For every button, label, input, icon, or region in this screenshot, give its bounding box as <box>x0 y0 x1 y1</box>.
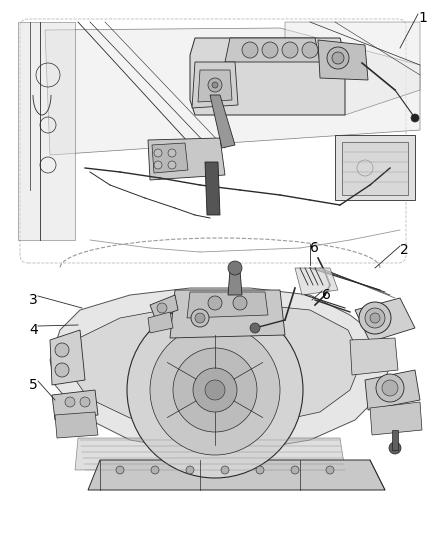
Polygon shape <box>88 460 385 490</box>
Circle shape <box>262 42 278 58</box>
Circle shape <box>65 397 75 407</box>
Circle shape <box>157 303 167 313</box>
Polygon shape <box>318 40 368 80</box>
Polygon shape <box>45 28 420 155</box>
Circle shape <box>382 380 398 396</box>
Polygon shape <box>342 142 408 195</box>
Polygon shape <box>187 292 268 318</box>
Circle shape <box>168 161 176 169</box>
Circle shape <box>359 302 391 334</box>
Text: 4: 4 <box>29 323 38 337</box>
Circle shape <box>389 442 401 454</box>
Polygon shape <box>192 62 238 108</box>
Circle shape <box>411 114 419 122</box>
Polygon shape <box>190 38 345 115</box>
Circle shape <box>80 397 90 407</box>
Polygon shape <box>370 402 422 435</box>
Circle shape <box>186 466 194 474</box>
Polygon shape <box>170 290 285 338</box>
Circle shape <box>228 261 242 275</box>
Circle shape <box>332 52 344 64</box>
Circle shape <box>154 161 162 169</box>
Text: 1: 1 <box>418 11 427 25</box>
Polygon shape <box>350 338 398 375</box>
Circle shape <box>116 466 124 474</box>
Circle shape <box>242 42 258 58</box>
Circle shape <box>365 308 385 328</box>
Circle shape <box>173 348 257 432</box>
Polygon shape <box>50 288 390 450</box>
Polygon shape <box>18 22 75 240</box>
Circle shape <box>326 466 334 474</box>
Polygon shape <box>210 95 235 148</box>
Circle shape <box>302 42 318 58</box>
Circle shape <box>154 149 162 157</box>
Text: 5: 5 <box>29 378 38 392</box>
Polygon shape <box>205 162 220 215</box>
Circle shape <box>291 466 299 474</box>
Circle shape <box>250 323 260 333</box>
Polygon shape <box>55 412 98 438</box>
Text: 6: 6 <box>322 288 331 302</box>
Polygon shape <box>355 298 415 342</box>
Polygon shape <box>152 143 188 173</box>
Circle shape <box>212 82 218 88</box>
Circle shape <box>55 363 69 377</box>
Polygon shape <box>148 312 173 333</box>
Polygon shape <box>392 430 398 450</box>
Circle shape <box>151 466 159 474</box>
Polygon shape <box>50 330 85 385</box>
Circle shape <box>191 309 209 327</box>
Circle shape <box>376 374 404 402</box>
Text: 3: 3 <box>29 293 38 307</box>
Polygon shape <box>198 70 232 102</box>
Circle shape <box>370 313 380 323</box>
Circle shape <box>150 325 280 455</box>
Circle shape <box>256 466 264 474</box>
Circle shape <box>233 296 247 310</box>
Polygon shape <box>335 135 415 200</box>
Text: 6: 6 <box>310 241 319 255</box>
Polygon shape <box>228 270 242 295</box>
Polygon shape <box>75 438 345 470</box>
Polygon shape <box>148 138 225 180</box>
Circle shape <box>205 380 225 400</box>
Circle shape <box>282 42 298 58</box>
Circle shape <box>55 343 69 357</box>
Text: 2: 2 <box>400 243 409 257</box>
Polygon shape <box>225 38 320 62</box>
Circle shape <box>327 47 349 69</box>
Polygon shape <box>70 304 362 426</box>
Polygon shape <box>365 370 420 410</box>
Circle shape <box>193 368 237 412</box>
Circle shape <box>208 296 222 310</box>
Circle shape <box>127 302 303 478</box>
Circle shape <box>208 78 222 92</box>
Circle shape <box>168 149 176 157</box>
Polygon shape <box>295 268 338 295</box>
Polygon shape <box>285 22 420 115</box>
Circle shape <box>195 313 205 323</box>
Circle shape <box>221 466 229 474</box>
Polygon shape <box>150 295 178 318</box>
Polygon shape <box>52 390 98 420</box>
